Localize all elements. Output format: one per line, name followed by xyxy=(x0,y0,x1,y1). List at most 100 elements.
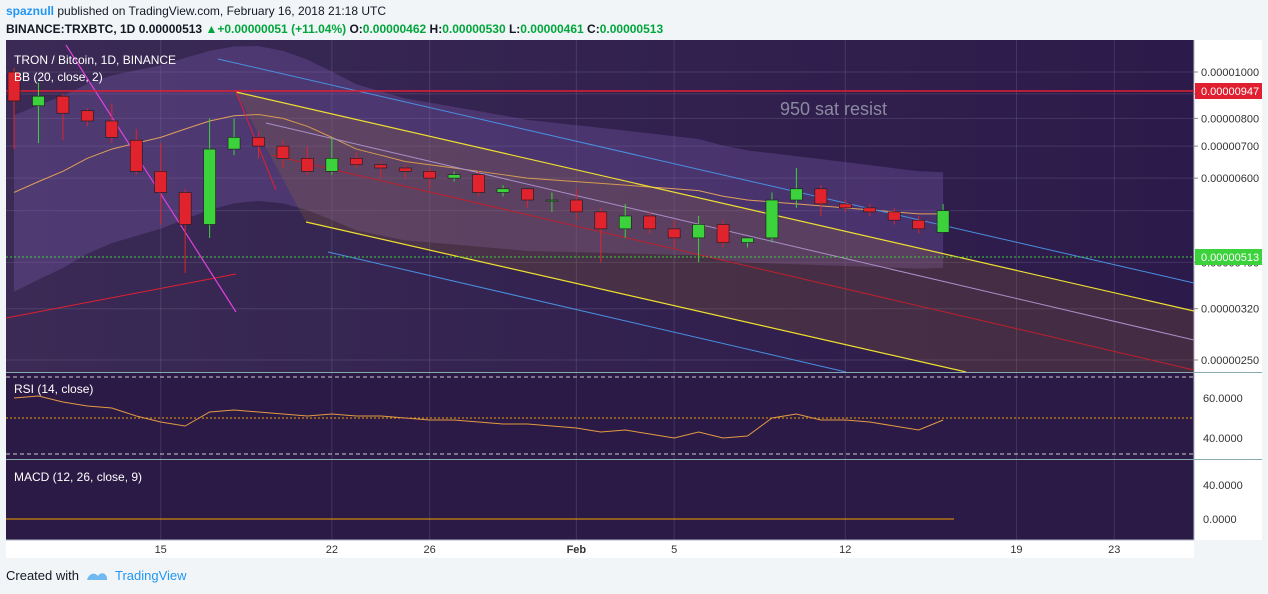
close-value: 0.00000513 xyxy=(599,22,664,36)
publish-line: spaznull published on TradingView.com, F… xyxy=(6,3,386,19)
candle-body xyxy=(349,158,363,166)
blue-channel-top xyxy=(217,58,1194,284)
last-price-tag xyxy=(1195,249,1262,265)
macd-pane[interactable] xyxy=(6,460,1194,540)
macd-tick-label: 0.0000 xyxy=(1203,514,1237,526)
macd-tick-label: 40.0000 xyxy=(1203,480,1243,492)
rsi-tick-label: 60.0000 xyxy=(1203,393,1243,405)
ohlc-line: BINANCE:TRXBTC, 1D 0.00000513 ▲+0.000000… xyxy=(6,21,663,37)
time-axis-labels: 15 22 26 Feb 5 12 19 23 xyxy=(155,544,1121,556)
bb-legend: BB (20, close, 2) xyxy=(14,70,103,84)
author-link[interactable]: spaznull xyxy=(6,4,55,18)
candle-body xyxy=(374,164,388,169)
rsi-title: RSI (14, close) xyxy=(14,382,93,396)
time-axis[interactable] xyxy=(6,540,1194,558)
candle-body xyxy=(912,219,925,230)
candle-body xyxy=(447,174,461,179)
tradingview-link[interactable]: TradingView xyxy=(114,568,187,583)
price-axis[interactable] xyxy=(1194,40,1262,540)
magenta-trend-line xyxy=(65,44,237,313)
x-tick-label: 15 xyxy=(155,544,167,556)
candle-body xyxy=(838,203,852,209)
candle-body xyxy=(765,199,779,239)
red-channel-mid xyxy=(270,154,1194,371)
candle-body xyxy=(716,224,730,243)
candle-body xyxy=(545,199,559,202)
sub-axis-labels: 40.0000 60.0000 0.0000 40.0000 xyxy=(1203,393,1243,526)
candle-body xyxy=(863,207,877,213)
resistance-price-label: 0.00000947 xyxy=(1201,86,1259,98)
candle-body xyxy=(936,210,950,233)
open-label: O: xyxy=(349,22,363,36)
x-tick-label: 5 xyxy=(671,544,677,556)
high-value: 0.00000530 xyxy=(442,22,506,36)
rsi-pane[interactable] xyxy=(6,373,1194,459)
tradingview-logo-icon xyxy=(86,572,107,580)
bb-cloud xyxy=(14,46,944,292)
y-tick-label: 0.00000320 xyxy=(1201,304,1259,316)
up-arrow-icon: ▲ xyxy=(205,22,218,36)
candle-body xyxy=(398,167,412,172)
candle-body xyxy=(301,158,314,172)
rsi-tick-label: 40.0000 xyxy=(1203,433,1243,445)
symbol-label: BINANCE:TRXBTC, 1D xyxy=(6,22,136,36)
chart-canvas[interactable]: 950 sat resist TRON / Bitcoin, 1D, BINAN… xyxy=(6,40,1262,558)
candle-body xyxy=(618,215,632,230)
yellow-channel-fill xyxy=(236,92,1194,372)
candle-body xyxy=(472,174,485,193)
candle-body xyxy=(423,171,436,179)
pane-title: TRON / Bitcoin, 1D, BINANCE xyxy=(14,53,176,67)
open-value: 0.00000462 xyxy=(362,22,427,36)
candle-body xyxy=(325,158,339,172)
y-tick-label: 0.00000250 xyxy=(1201,355,1259,367)
rsi-line xyxy=(13,395,944,439)
resist-annotation: 950 sat resist xyxy=(780,99,887,119)
low-value: 0.00000461 xyxy=(520,22,584,36)
candle-body xyxy=(741,237,754,243)
red-support-line xyxy=(6,273,237,319)
macd-title: MACD (12, 26, close, 9) xyxy=(14,470,142,484)
candle-body xyxy=(276,145,290,159)
y-tick-label: 0.00000800 xyxy=(1201,113,1259,125)
candle-body xyxy=(570,199,583,213)
candle-body xyxy=(667,228,681,239)
candle-body xyxy=(203,148,216,225)
candle-body xyxy=(594,211,608,230)
candle-body xyxy=(252,137,265,147)
candle-body xyxy=(56,95,70,114)
candle-body xyxy=(496,188,510,193)
candle-body xyxy=(81,110,94,122)
y-tick-label: 0.00000700 xyxy=(1201,141,1259,153)
candle-body xyxy=(692,224,705,239)
footer: Created with TradingView xyxy=(6,568,187,583)
candle-body xyxy=(105,120,119,138)
candle-body xyxy=(521,188,534,201)
yellow-channel-bottom xyxy=(305,221,967,372)
high-label: H: xyxy=(429,22,443,36)
yellow-channel-top xyxy=(235,91,1194,312)
close-label: C: xyxy=(587,22,600,36)
x-tick-label: 26 xyxy=(424,544,436,556)
created-with-label: Created with xyxy=(6,568,79,583)
candle-body xyxy=(643,215,657,230)
candle-body xyxy=(129,139,143,172)
change-value: +0.00000051 (+11.04%) xyxy=(217,22,347,36)
candle-body xyxy=(178,192,192,225)
y-tick-label: 0.00000600 xyxy=(1201,173,1259,185)
blue-channel-bottom xyxy=(327,251,847,372)
y-tick-label: 0.00001000 xyxy=(1201,67,1259,79)
last-price: 0.00000513 xyxy=(138,22,203,36)
resistance-price-tag xyxy=(1195,83,1262,99)
candle-body xyxy=(32,95,45,107)
x-tick-label: 22 xyxy=(326,544,338,556)
x-tick-label: Feb xyxy=(567,544,587,556)
candle-body xyxy=(7,71,21,102)
publish-info: published on TradingView.com, February 1… xyxy=(57,4,386,18)
x-tick-label: 19 xyxy=(1010,544,1022,556)
candle-body xyxy=(790,188,803,201)
candles xyxy=(7,67,950,274)
grid xyxy=(6,40,1194,540)
lavender-median xyxy=(265,122,1194,341)
low-label: L: xyxy=(508,22,521,36)
x-tick-label: 12 xyxy=(839,544,851,556)
